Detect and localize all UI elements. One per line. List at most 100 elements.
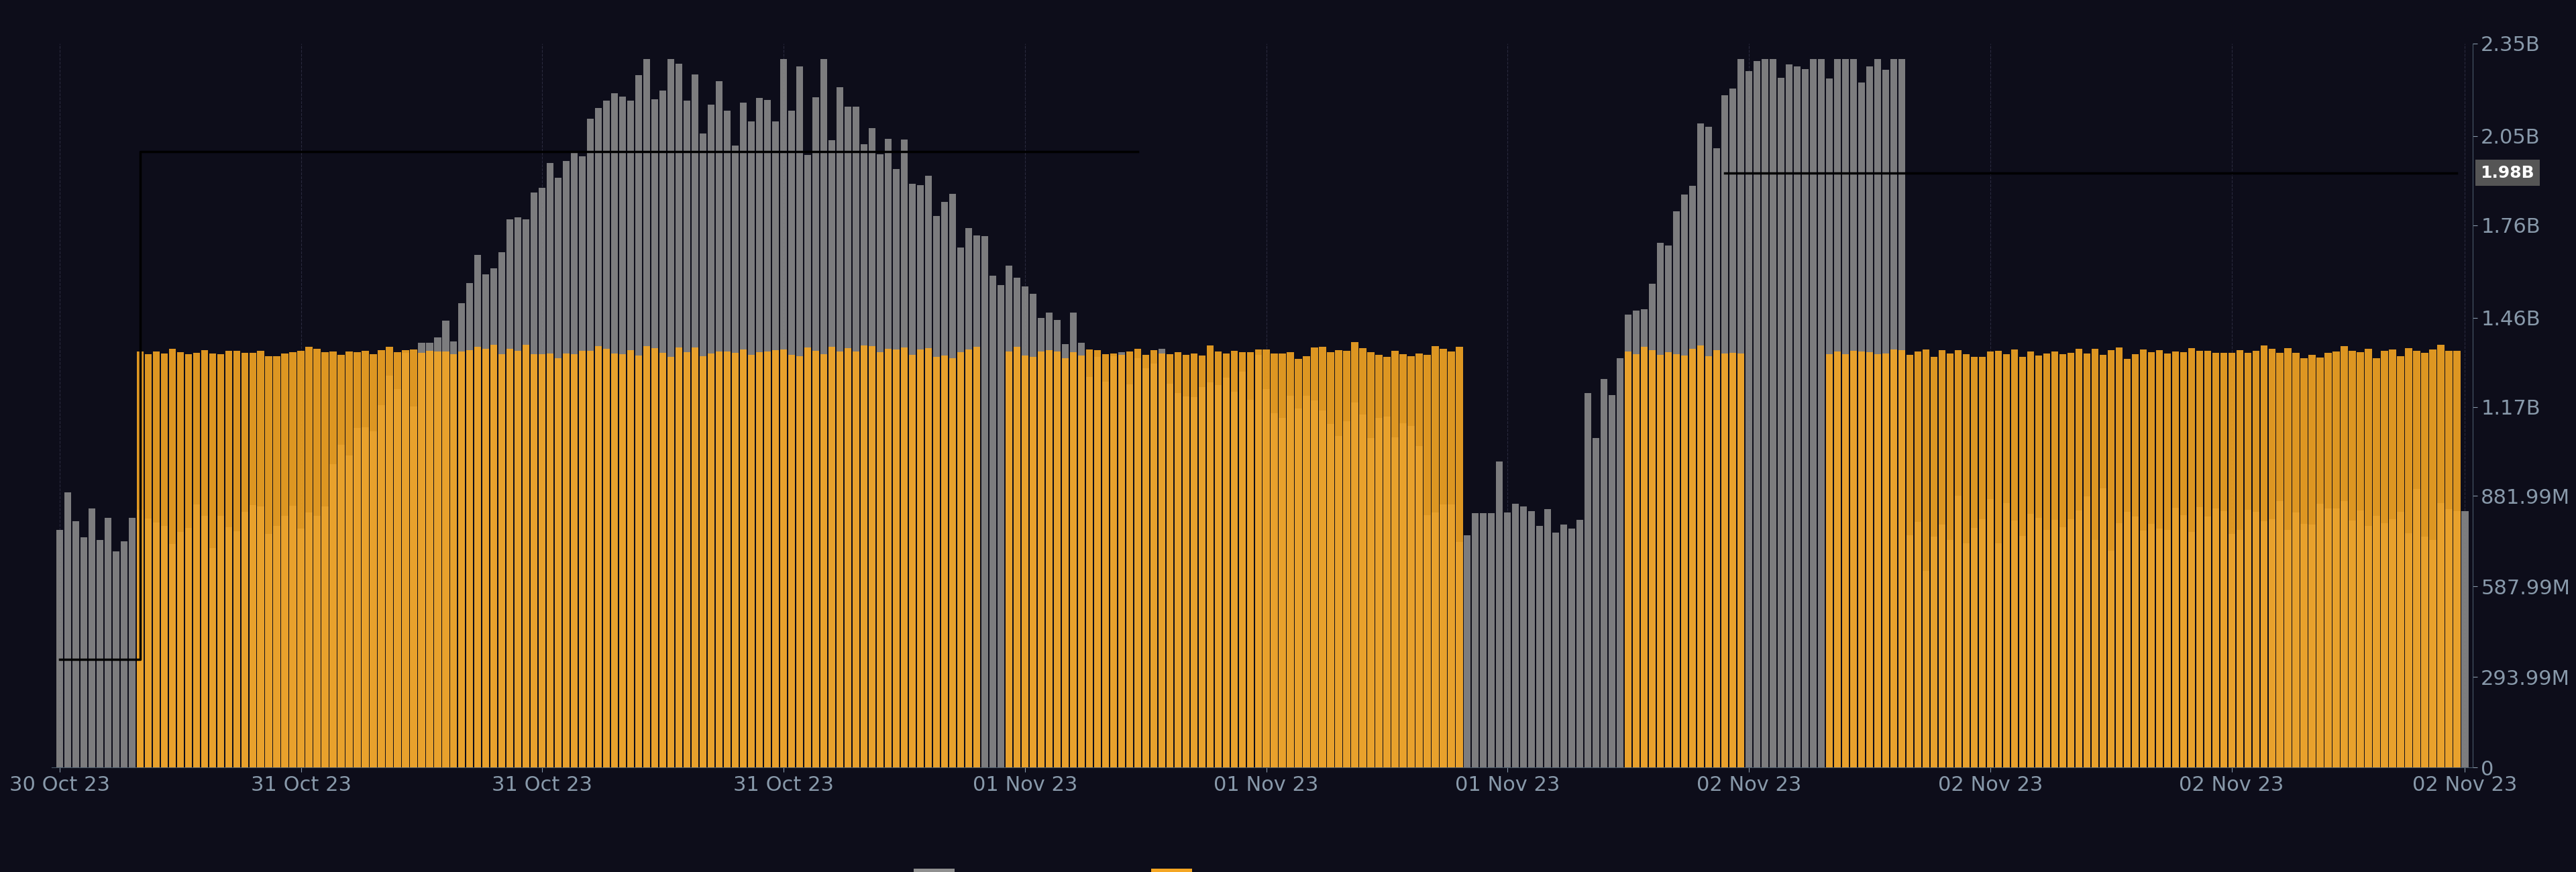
Bar (629, 100, 634, 767)
Bar (595, 346, 603, 767)
Bar (1224, 354, 1229, 767)
Bar (459, 351, 466, 767)
Bar (1262, 350, 1270, 767)
Bar (2463, 511, 2468, 767)
Bar (2123, 359, 2130, 767)
Bar (88, 508, 95, 767)
Bar (2221, 353, 2228, 767)
Bar (1481, 513, 1486, 767)
Bar (2099, 488, 2107, 767)
Bar (2429, 350, 2437, 767)
Bar (2324, 508, 2331, 767)
Bar (781, 350, 788, 767)
Bar (1625, 315, 1631, 767)
Bar (1553, 533, 1558, 767)
Bar (1448, 351, 1455, 767)
Bar (1955, 496, 1960, 767)
Bar (2050, 520, 2058, 767)
Bar (515, 217, 520, 767)
Bar (193, 352, 201, 767)
Bar (2115, 347, 2123, 767)
Bar (1360, 414, 1365, 767)
Bar (1213, 385, 1221, 767)
Bar (2388, 520, 2396, 767)
Bar (1728, 353, 1736, 767)
Bar (201, 515, 209, 767)
Bar (997, 285, 1005, 767)
Bar (281, 354, 289, 767)
Bar (1141, 355, 1149, 767)
Bar (2164, 530, 2172, 767)
Bar (1087, 377, 1092, 767)
Bar (1262, 389, 1270, 767)
Bar (2069, 353, 2074, 767)
Bar (1762, 59, 1770, 767)
Bar (2372, 358, 2380, 767)
Bar (345, 351, 353, 767)
Bar (636, 356, 641, 767)
Bar (1721, 95, 1728, 767)
Bar (1971, 358, 1978, 767)
Bar (417, 343, 425, 767)
Bar (2172, 508, 2179, 767)
Bar (1038, 351, 1043, 767)
Bar (515, 351, 520, 767)
Bar (2277, 352, 2282, 767)
Bar (933, 357, 940, 767)
Bar (716, 81, 724, 767)
Bar (425, 351, 433, 767)
Bar (1777, 78, 1785, 767)
Legend: Price (XRP), Volume (XRP), Daily Active Addresses (XRP), Volume (XRP) MA(30): Price (XRP), Volume (XRP), Daily Active … (693, 861, 1832, 872)
Bar (1826, 354, 1832, 767)
Bar (2156, 351, 2164, 767)
Bar (1721, 353, 1728, 767)
Bar (425, 343, 433, 767)
Bar (1133, 349, 1141, 767)
Bar (1801, 69, 1808, 767)
Bar (466, 283, 474, 767)
Bar (701, 133, 706, 767)
Bar (345, 456, 353, 767)
Bar (353, 428, 361, 767)
Bar (1914, 351, 1922, 767)
Bar (732, 146, 739, 767)
Bar (394, 389, 402, 767)
Bar (1296, 408, 1301, 767)
Bar (724, 111, 732, 767)
Bar (868, 128, 876, 767)
Bar (1600, 379, 1607, 767)
Bar (1206, 345, 1213, 767)
Bar (2421, 353, 2429, 767)
Bar (1641, 347, 1649, 767)
Bar (1118, 355, 1126, 767)
Bar (273, 526, 281, 767)
Bar (2285, 530, 2293, 767)
Bar (1342, 351, 1350, 767)
Bar (1947, 540, 1953, 767)
Bar (80, 537, 88, 767)
Bar (1455, 542, 1463, 767)
Bar (894, 350, 899, 767)
Bar (580, 157, 585, 767)
Bar (1857, 351, 1865, 767)
Bar (868, 346, 876, 767)
Bar (2277, 501, 2282, 767)
Bar (629, 350, 634, 767)
Bar (2141, 530, 2146, 767)
Bar (2406, 348, 2411, 767)
Bar (106, 518, 111, 767)
Bar (2107, 350, 2115, 767)
Bar (1463, 535, 1471, 767)
Bar (2115, 523, 2123, 767)
Bar (1994, 351, 2002, 767)
Bar (1561, 525, 1566, 767)
Bar (2035, 518, 2043, 767)
Bar (314, 516, 319, 767)
Bar (296, 351, 304, 767)
Bar (2259, 521, 2267, 767)
Bar (1206, 382, 1213, 767)
Bar (2187, 532, 2195, 767)
Bar (1674, 211, 1680, 767)
Bar (265, 356, 273, 767)
Bar (129, 518, 137, 767)
